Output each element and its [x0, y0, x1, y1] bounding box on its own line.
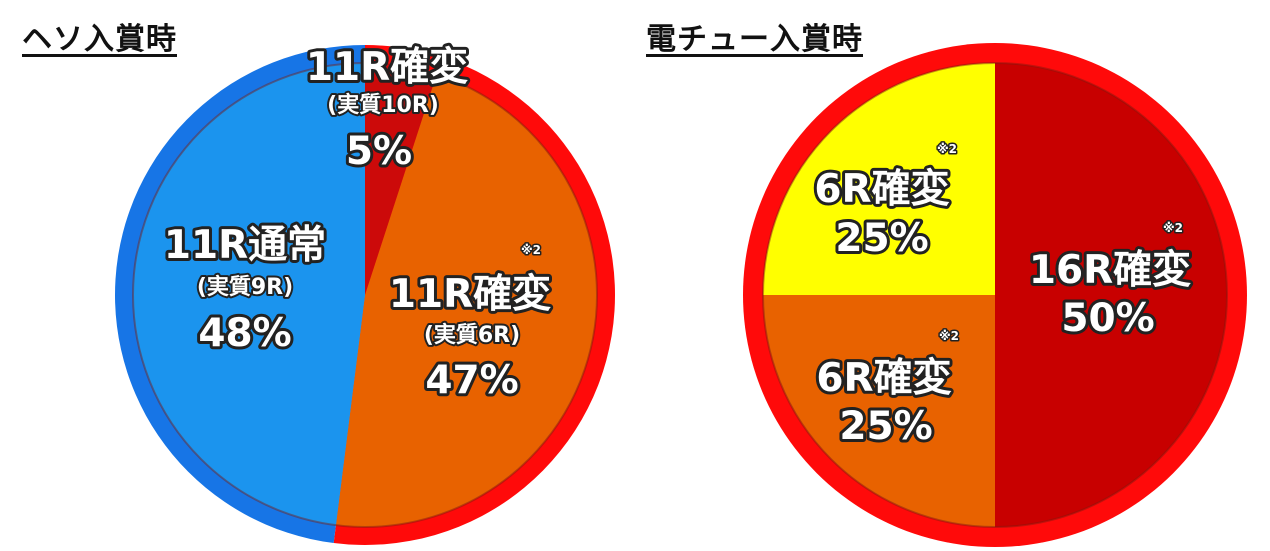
slice-note-6r-kakuhen-yellow: ※2 [937, 142, 957, 156]
slice-note-6r-kakuhen-orange: ※2 [939, 329, 959, 343]
chart-title-denchu: 電チュー入賞時 [646, 22, 863, 57]
slice-note-11r-kakuhen-6r: ※2 [521, 243, 541, 257]
slice-percent-11r-kakuhen-6r: 47% [425, 358, 518, 403]
slice-group [132, 62, 598, 528]
label-group: 11R確変 (実質10R) 5% ※2 11R確変 (実質6R) 47% 11R… [161, 42, 554, 406]
slice-percent-16r-kakuhen: 50% [1061, 296, 1154, 341]
slice-sublabel-11r-kakuhen-10r: (実質10R) [327, 92, 439, 118]
slice-percent-6r-kakuhen-yellow: 25% [835, 216, 928, 261]
slice-label-6r-kakuhen-orange: 6R確変 [816, 356, 951, 401]
pie-slice-denchu-1 [995, 63, 1227, 527]
label-group: ※2 16R確変 50% ※2 6R確変 25% ※2 6R確変 25% [811, 141, 1194, 453]
pie-inner-outline [132, 62, 598, 528]
slice-label-11r-kakuhen-6r: 11R確変 [389, 272, 551, 317]
slice-label-11r-kakuhen-10r: 11R確変 [306, 45, 468, 90]
pie-slice-denchu-2 [763, 295, 995, 527]
slice-percent-6r-kakuhen-orange: 25% [839, 404, 932, 449]
slice-sublabel-11r-kakuhen-6r: (実質6R) [424, 322, 520, 348]
slice-label-16r-kakuhen: 16R確変 [1029, 248, 1191, 293]
pie-slice-denchu-3 [763, 63, 995, 295]
pie-chart-denchu: ※2 16R確変 50% ※2 6R確変 25% ※2 6R確変 25% [742, 43, 1247, 547]
slice-note-16r-kakuhen: ※2 [1163, 221, 1183, 235]
pie-inner-outline [762, 62, 1228, 528]
pie-slice-heso-3 [132, 63, 365, 526]
slice-group [762, 62, 1228, 528]
slice-percent-11r-tsujo: 48% [198, 311, 291, 356]
slice-sublabel-11r-tsujo: (実質9R) [197, 274, 293, 300]
chart-title-heso: ヘソ入賞時 [22, 22, 177, 57]
slice-label-11r-tsujo: 11R通常 [164, 223, 326, 268]
slice-label-6r-kakuhen-yellow: 6R確変 [814, 167, 949, 212]
pie-chart-heso: 11R確変 (実質10R) 5% ※2 11R確変 (実質6R) 47% 11R… [114, 42, 615, 545]
pie-slice-heso-2 [335, 74, 597, 527]
slice-percent-11r-kakuhen-10r: 5% [346, 129, 412, 174]
pie-slice-heso-1 [365, 63, 437, 295]
